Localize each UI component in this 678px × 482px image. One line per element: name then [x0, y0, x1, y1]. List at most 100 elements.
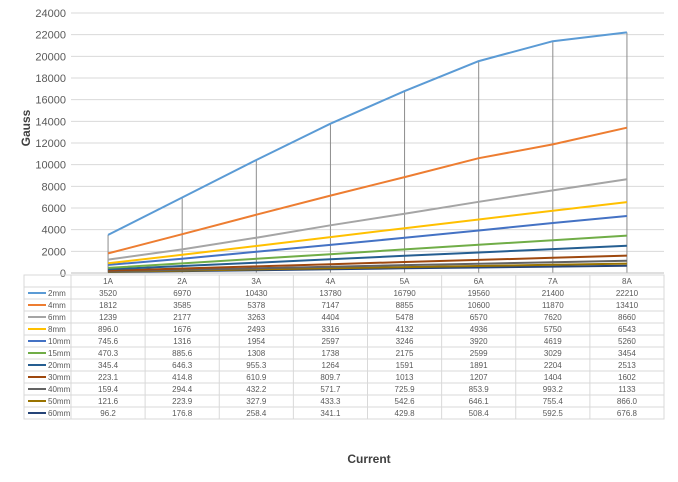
- data-label: 1316: [173, 337, 191, 346]
- data-label: 610.9: [246, 373, 267, 382]
- data-label: 223.1: [98, 373, 119, 382]
- data-label: 341.1: [320, 409, 341, 418]
- data-label: 1308: [247, 349, 265, 358]
- data-label: 8855: [396, 301, 414, 310]
- data-label: 5478: [396, 313, 414, 322]
- y-tick-label: 4000: [42, 225, 66, 237]
- data-label: 1207: [470, 373, 488, 382]
- data-label: 2493: [247, 325, 265, 334]
- series-line-15mm: [108, 234, 627, 269]
- data-label: 19560: [468, 289, 491, 298]
- series-lines: [107, 31, 628, 273]
- y-tick-label: 24000: [35, 8, 66, 20]
- data-label: 176.8: [172, 409, 193, 418]
- series-line-2mm: [107, 31, 628, 236]
- data-label: 1591: [396, 361, 414, 370]
- series-line-30mm: [108, 254, 627, 272]
- data-label: 725.9: [395, 385, 416, 394]
- legend-entry: 30mm: [48, 373, 71, 382]
- data-label: 13410: [616, 301, 639, 310]
- data-label: 592.5: [543, 409, 564, 418]
- legend-entry: 60mm: [48, 409, 71, 418]
- data-label: 258.4: [246, 409, 267, 418]
- data-label: 896.0: [98, 325, 119, 334]
- data-label: 11870: [542, 301, 564, 310]
- data-label: 1812: [99, 301, 117, 310]
- data-label: 3520: [99, 289, 117, 298]
- y-tick-label: 6000: [42, 203, 66, 215]
- data-label: 4404: [322, 313, 340, 322]
- data-label: 5260: [618, 337, 636, 346]
- series-line-8mm: [107, 201, 628, 265]
- x-tick-label: 3A: [251, 277, 261, 286]
- data-label: 3454: [618, 349, 636, 358]
- x-tick-label: 8A: [622, 277, 632, 286]
- legend-entry: 2mm: [48, 289, 66, 298]
- data-label: 294.4: [172, 385, 193, 394]
- data-label: 1891: [470, 361, 488, 370]
- legend-entry: 15mm: [48, 349, 71, 358]
- data-label: 121.6: [98, 397, 119, 406]
- data-label: 432.2: [246, 385, 267, 394]
- grid-lines: [71, 12, 664, 274]
- data-label: 3316: [322, 325, 340, 334]
- data-label: 755.4: [543, 397, 564, 406]
- data-label: 745.6: [98, 337, 119, 346]
- data-label: 2597: [322, 337, 340, 346]
- data-label: 676.8: [617, 409, 638, 418]
- data-label: 414.8: [172, 373, 193, 382]
- data-label: 470.3: [98, 349, 119, 358]
- series-line-20mm: [108, 244, 627, 271]
- data-label: 3920: [470, 337, 488, 346]
- data-label: 4936: [470, 325, 488, 334]
- data-label: 21400: [542, 289, 565, 298]
- data-label: 10600: [468, 301, 491, 310]
- data-label: 7620: [544, 313, 562, 322]
- x-tick-label: 4A: [326, 277, 336, 286]
- data-label: 1404: [544, 373, 562, 382]
- data-label: 4132: [396, 325, 414, 334]
- data-table: 1A 2A 3A 4A 5A 6A 7A 8A 2mm 3520 6970 10430 13780 167…: [23, 274, 665, 420]
- data-label: 853.9: [469, 385, 490, 394]
- data-label: 2513: [618, 361, 636, 370]
- legend-entry: 4mm: [48, 301, 66, 310]
- data-label: 159.4: [98, 385, 119, 394]
- y-tick-label: 8000: [42, 181, 66, 193]
- data-label: 955.3: [246, 361, 267, 370]
- data-label: 5750: [544, 325, 562, 334]
- series-line-6mm: [107, 178, 628, 261]
- y-tick-label: 16000: [35, 95, 66, 107]
- data-label: 4619: [544, 337, 562, 346]
- data-label: 1133: [618, 385, 636, 394]
- data-label: 1264: [322, 361, 340, 370]
- legend-entry: 20mm: [48, 361, 71, 370]
- data-label: 1239: [99, 313, 117, 322]
- data-label: 2599: [470, 349, 488, 358]
- data-label: 223.9: [172, 397, 193, 406]
- data-label: 96.2: [100, 409, 116, 418]
- data-label: 8660: [618, 313, 636, 322]
- data-label: 3263: [247, 313, 265, 322]
- data-label: 10430: [245, 289, 268, 298]
- data-label: 3585: [173, 301, 191, 310]
- data-label: 16790: [393, 289, 416, 298]
- y-tick-label: 12000: [35, 138, 66, 150]
- data-label: 571.7: [320, 385, 341, 394]
- data-label: 22210: [616, 289, 639, 298]
- data-label: 429.8: [395, 409, 416, 418]
- data-label: 345.4: [98, 361, 119, 370]
- data-label: 1676: [173, 325, 191, 334]
- x-tick-label: 2A: [177, 277, 187, 286]
- legend-entry: 10mm: [48, 337, 71, 346]
- legend-entry: 50mm: [48, 397, 71, 406]
- legend-entry: 40mm: [48, 385, 71, 394]
- data-label: 1602: [618, 373, 636, 382]
- data-label: 2204: [544, 361, 562, 370]
- x-tick-label: 6A: [474, 277, 484, 286]
- y-axis-tick-labels: 0 2000 4000 6000 8000 10000 12000 14000 16000 180…: [35, 8, 66, 280]
- series-line-4mm: [107, 126, 628, 255]
- data-label: 2177: [173, 313, 191, 322]
- y-tick-label: 10000: [35, 160, 66, 172]
- data-label: 327.9: [246, 397, 267, 406]
